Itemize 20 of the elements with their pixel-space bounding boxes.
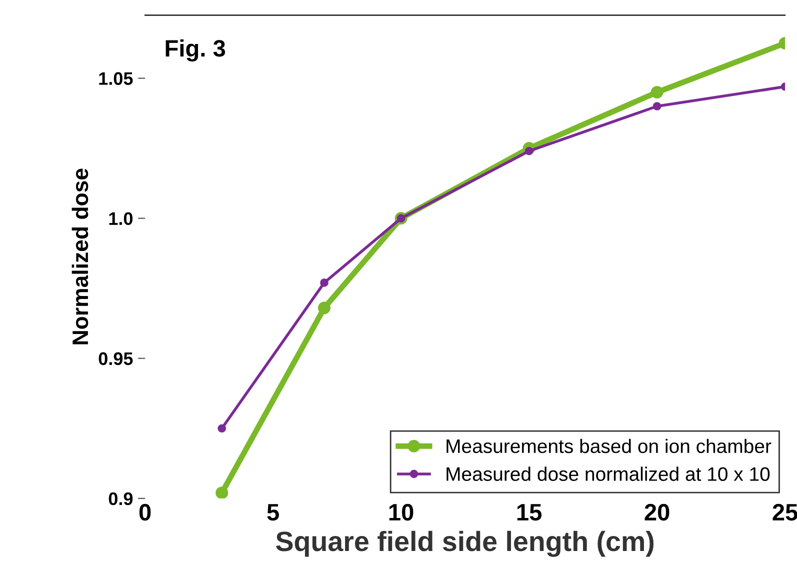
point — [320, 278, 328, 287]
x-tick-label: 20 — [644, 504, 670, 521]
point — [318, 302, 330, 314]
y-tick-label: 0.95 — [98, 352, 133, 366]
point — [650, 86, 664, 98]
x-tick-label: 15 — [517, 504, 542, 521]
point — [652, 102, 662, 110]
x-tick-label: 5 — [267, 504, 279, 521]
x-tick-label: 10 — [389, 504, 414, 521]
point — [216, 486, 228, 498]
y-axis-title: Normalized dose — [72, 168, 88, 344]
text: Fig. 3 — [166, 39, 226, 62]
x-axis-title: Square field side length (cm) — [276, 530, 654, 557]
y-tick-label: 1.05 — [99, 72, 133, 85]
x-tick-label: 0 — [139, 504, 151, 521]
y-tick-label: 1.0 — [109, 212, 133, 226]
legend-label: Measurements based on ion chamber — [446, 438, 772, 454]
point — [218, 424, 226, 433]
y-tick-label: 0.9 — [108, 492, 133, 506]
legend-label: Measured dose normalized at 10 x 10 — [446, 466, 770, 481]
